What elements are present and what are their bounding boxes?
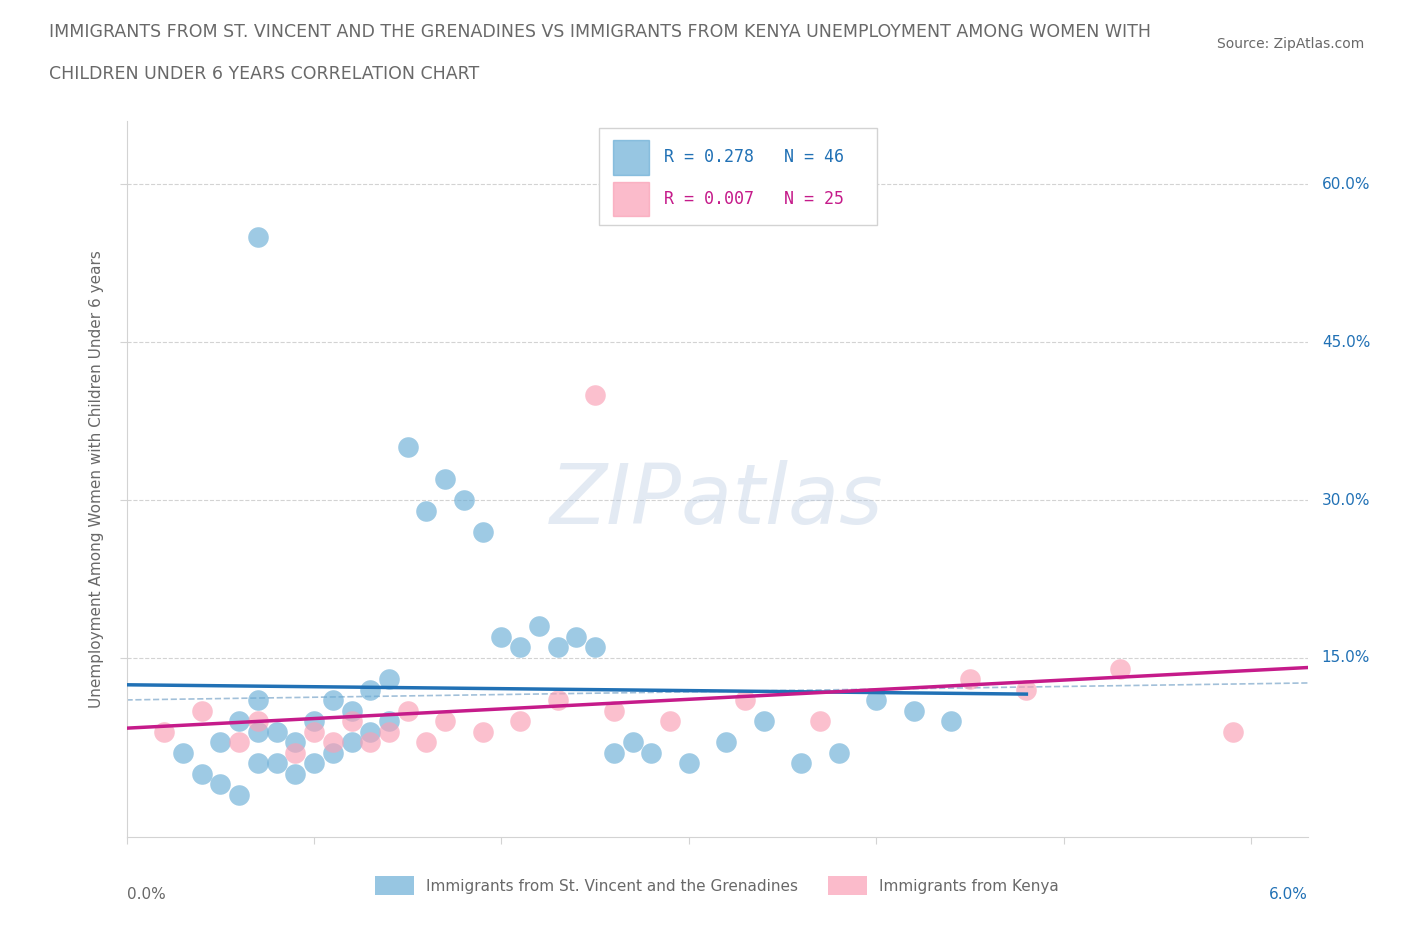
- Point: [941, 713, 963, 728]
- Point: [808, 713, 831, 728]
- Point: [209, 777, 232, 791]
- Point: [359, 724, 381, 739]
- Point: [284, 735, 307, 750]
- Point: [302, 724, 325, 739]
- Y-axis label: Unemployment Among Women with Children Under 6 years: Unemployment Among Women with Children U…: [89, 250, 104, 708]
- Point: [340, 713, 363, 728]
- Point: [621, 735, 644, 750]
- Point: [415, 503, 437, 518]
- Text: CHILDREN UNDER 6 YEARS CORRELATION CHART: CHILDREN UNDER 6 YEARS CORRELATION CHART: [49, 65, 479, 83]
- Point: [471, 724, 494, 739]
- Text: 15.0%: 15.0%: [1322, 650, 1369, 666]
- Point: [734, 693, 756, 708]
- Text: 30.0%: 30.0%: [1322, 493, 1371, 508]
- Point: [190, 766, 212, 781]
- Point: [190, 703, 212, 718]
- Point: [246, 724, 269, 739]
- Text: 0.0%: 0.0%: [127, 887, 166, 902]
- Point: [640, 745, 662, 760]
- Point: [1109, 661, 1132, 676]
- Point: [153, 724, 176, 739]
- Text: 45.0%: 45.0%: [1322, 335, 1369, 350]
- Text: IMMIGRANTS FROM ST. VINCENT AND THE GRENADINES VS IMMIGRANTS FROM KENYA UNEMPLOY: IMMIGRANTS FROM ST. VINCENT AND THE GREN…: [49, 23, 1152, 41]
- Point: [471, 525, 494, 539]
- Point: [284, 745, 307, 760]
- Bar: [613, 140, 648, 175]
- Point: [583, 640, 606, 655]
- Point: [434, 472, 457, 486]
- Point: [678, 756, 700, 771]
- Point: [322, 735, 344, 750]
- Point: [1015, 682, 1038, 697]
- Point: [228, 735, 250, 750]
- Point: [828, 745, 851, 760]
- Point: [246, 693, 269, 708]
- Point: [865, 693, 887, 708]
- Point: [790, 756, 813, 771]
- Point: [378, 724, 401, 739]
- Point: [378, 671, 401, 686]
- Point: [527, 619, 550, 634]
- Point: [547, 640, 569, 655]
- Point: [659, 713, 682, 728]
- Point: [903, 703, 925, 718]
- Point: [565, 630, 588, 644]
- Text: Source: ZipAtlas.com: Source: ZipAtlas.com: [1216, 37, 1364, 51]
- Point: [228, 713, 250, 728]
- Point: [1222, 724, 1244, 739]
- Point: [603, 703, 626, 718]
- Point: [302, 713, 325, 728]
- Text: 60.0%: 60.0%: [1322, 177, 1371, 192]
- Point: [266, 756, 288, 771]
- Bar: [599, 128, 876, 225]
- Point: [547, 693, 569, 708]
- Point: [246, 756, 269, 771]
- Point: [172, 745, 194, 760]
- Point: [359, 682, 381, 697]
- Point: [453, 493, 475, 508]
- Point: [340, 735, 363, 750]
- Point: [509, 713, 531, 728]
- Point: [415, 735, 437, 750]
- Point: [378, 713, 401, 728]
- Point: [509, 640, 531, 655]
- Point: [359, 735, 381, 750]
- Point: [322, 745, 344, 760]
- Point: [266, 724, 288, 739]
- Point: [228, 788, 250, 803]
- Text: ZIPatlas: ZIPatlas: [550, 460, 884, 541]
- Point: [246, 230, 269, 245]
- Point: [340, 703, 363, 718]
- Point: [396, 440, 419, 455]
- Point: [603, 745, 626, 760]
- Point: [284, 766, 307, 781]
- Point: [752, 713, 775, 728]
- Text: R = 0.278   N = 46: R = 0.278 N = 46: [664, 149, 844, 166]
- Point: [302, 756, 325, 771]
- Point: [491, 630, 513, 644]
- Point: [583, 387, 606, 402]
- Point: [396, 703, 419, 718]
- Point: [716, 735, 738, 750]
- Point: [959, 671, 981, 686]
- Point: [209, 735, 232, 750]
- Text: 6.0%: 6.0%: [1268, 887, 1308, 902]
- Legend: Immigrants from St. Vincent and the Grenadines, Immigrants from Kenya: Immigrants from St. Vincent and the Gren…: [370, 870, 1064, 901]
- Bar: [613, 181, 648, 216]
- Point: [246, 713, 269, 728]
- Text: R = 0.007   N = 25: R = 0.007 N = 25: [664, 190, 844, 208]
- Point: [434, 713, 457, 728]
- Point: [322, 693, 344, 708]
